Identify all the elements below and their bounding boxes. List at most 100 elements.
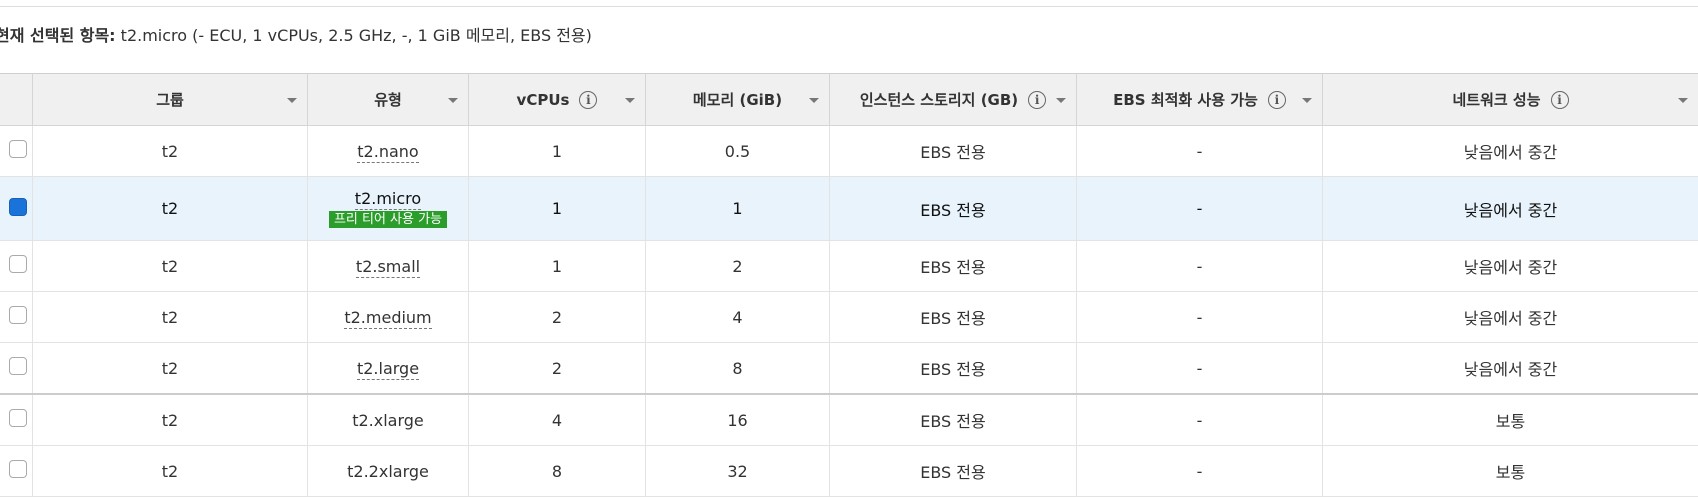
cell-network: 낮음에서 중간	[1323, 241, 1698, 292]
instance-type-link[interactable]: t2.small	[356, 257, 420, 278]
instance-type-link[interactable]: t2.micro	[355, 189, 421, 210]
row-select-cell[interactable]	[0, 241, 33, 292]
row-select-cell[interactable]	[0, 292, 33, 343]
row-checkbox[interactable]	[9, 140, 27, 158]
info-icon[interactable]: i	[579, 91, 597, 109]
instance-type-link[interactable]: t2.nano	[357, 142, 418, 163]
cell-memory: 32	[646, 446, 830, 497]
column-header-group[interactable]: 그룹	[33, 74, 308, 126]
column-header-network[interactable]: 네트워크 성능 i	[1323, 74, 1698, 126]
summary-value: t2.micro (- ECU, 1 vCPUs, 2.5 GHz, -, 1 …	[116, 26, 592, 45]
cell-ebs-optimized: -	[1077, 241, 1323, 292]
cell-type: t2.medium	[308, 292, 469, 343]
cell-storage: EBS 전용	[830, 126, 1077, 177]
cell-network: 낮음에서 중간	[1323, 126, 1698, 177]
cell-storage: EBS 전용	[830, 394, 1077, 446]
cell-type: t2.nano	[308, 126, 469, 177]
cell-type: t2.micro 프리 티어 사용 가능	[308, 177, 469, 241]
header-label-group: 그룹	[156, 89, 184, 110]
row-select-cell[interactable]	[0, 394, 33, 446]
table-row[interactable]: t2 t2.small 1 2 EBS 전용 - 낮음에서 중간	[0, 241, 1698, 292]
cell-ebs-optimized: -	[1077, 292, 1323, 343]
cell-storage: EBS 전용	[830, 177, 1077, 241]
cell-memory: 1	[646, 177, 830, 241]
cell-group: t2	[33, 177, 308, 241]
column-header-storage[interactable]: 인스턴스 스토리지 (GB) i	[830, 74, 1077, 126]
table-body: t2 t2.nano 1 0.5 EBS 전용 - 낮음에서 중간 t2 t2.…	[0, 126, 1698, 497]
cell-memory: 2	[646, 241, 830, 292]
header-label-memory: 메모리 (GiB)	[693, 89, 782, 110]
table-row[interactable]: t2 t2.medium 2 4 EBS 전용 - 낮음에서 중간	[0, 292, 1698, 343]
summary-label: 현재 선택된 항목:	[0, 26, 116, 45]
row-checkbox[interactable]	[9, 255, 27, 273]
table-row[interactable]: t2 t2.nano 1 0.5 EBS 전용 - 낮음에서 중간	[0, 126, 1698, 177]
cell-group: t2	[33, 241, 308, 292]
row-checkbox[interactable]	[9, 306, 27, 324]
cell-vcpus: 2	[469, 292, 646, 343]
table-row-selected[interactable]: t2 t2.micro 프리 티어 사용 가능 1 1 EBS 전용 - 낮음에…	[0, 177, 1698, 241]
header-label-network: 네트워크 성능	[1452, 89, 1540, 110]
sort-caret-icon[interactable]	[1302, 98, 1312, 103]
cell-network: 보통	[1323, 446, 1698, 497]
cell-ebs-optimized: -	[1077, 394, 1323, 446]
sort-caret-icon[interactable]	[448, 98, 458, 103]
row-checkbox[interactable]	[9, 460, 27, 478]
info-icon[interactable]: i	[1268, 91, 1286, 109]
cell-memory: 8	[646, 343, 830, 395]
cell-group: t2	[33, 126, 308, 177]
free-tier-badge: 프리 티어 사용 가능	[329, 211, 447, 228]
column-header-type[interactable]: 유형	[308, 74, 469, 126]
select-column-header	[0, 74, 33, 126]
row-checkbox-checked[interactable]	[9, 198, 27, 216]
sort-caret-icon[interactable]	[287, 98, 297, 103]
info-icon[interactable]: i	[1028, 91, 1046, 109]
table-row[interactable]: t2 t2.2xlarge 8 32 EBS 전용 - 보통	[0, 446, 1698, 497]
cell-vcpus: 2	[469, 343, 646, 395]
row-checkbox[interactable]	[9, 357, 27, 375]
row-checkbox[interactable]	[9, 409, 27, 427]
cell-network: 보통	[1323, 394, 1698, 446]
header-label-ebs-optimized: EBS 최적화 사용 가능	[1113, 89, 1258, 110]
sort-caret-icon[interactable]	[1678, 98, 1688, 103]
cell-storage: EBS 전용	[830, 343, 1077, 395]
table-row[interactable]: t2 t2.xlarge 4 16 EBS 전용 - 보통	[0, 394, 1698, 446]
instance-type-link[interactable]: t2.large	[357, 359, 419, 380]
top-divider	[0, 6, 1698, 7]
info-icon[interactable]: i	[1551, 91, 1569, 109]
sort-caret-icon[interactable]	[625, 98, 635, 103]
cell-ebs-optimized: -	[1077, 343, 1323, 395]
instance-type-link[interactable]: t2.medium	[344, 308, 431, 329]
cell-type: t2.xlarge	[308, 394, 469, 446]
cell-memory: 4	[646, 292, 830, 343]
cell-type: t2.2xlarge	[308, 446, 469, 497]
header-label-storage: 인스턴스 스토리지 (GB)	[860, 89, 1018, 110]
cell-network: 낮음에서 중간	[1323, 177, 1698, 241]
cell-network: 낮음에서 중간	[1323, 292, 1698, 343]
cell-vcpus: 1	[469, 177, 646, 241]
table-row[interactable]: t2 t2.large 2 8 EBS 전용 - 낮음에서 중간	[0, 343, 1698, 395]
row-select-cell[interactable]	[0, 446, 33, 497]
cell-group: t2	[33, 394, 308, 446]
sort-caret-icon[interactable]	[809, 98, 819, 103]
cell-group: t2	[33, 446, 308, 497]
row-select-cell[interactable]	[0, 343, 33, 395]
cell-vcpus: 4	[469, 394, 646, 446]
row-select-cell[interactable]	[0, 177, 33, 241]
row-select-cell[interactable]	[0, 126, 33, 177]
cell-vcpus: 1	[469, 126, 646, 177]
cell-memory: 16	[646, 394, 830, 446]
cell-vcpus: 1	[469, 241, 646, 292]
column-header-ebs-optimized[interactable]: EBS 최적화 사용 가능 i	[1077, 74, 1323, 126]
column-header-memory[interactable]: 메모리 (GiB)	[646, 74, 830, 126]
cell-memory: 0.5	[646, 126, 830, 177]
cell-ebs-optimized: -	[1077, 177, 1323, 241]
cell-storage: EBS 전용	[830, 446, 1077, 497]
selected-instance-summary: 현재 선택된 항목: t2.micro (- ECU, 1 vCPUs, 2.5…	[0, 22, 592, 46]
header-label-vcpus: vCPUs	[517, 91, 570, 109]
sort-caret-icon[interactable]	[1056, 98, 1066, 103]
cell-ebs-optimized: -	[1077, 446, 1323, 497]
cell-type: t2.large	[308, 343, 469, 395]
